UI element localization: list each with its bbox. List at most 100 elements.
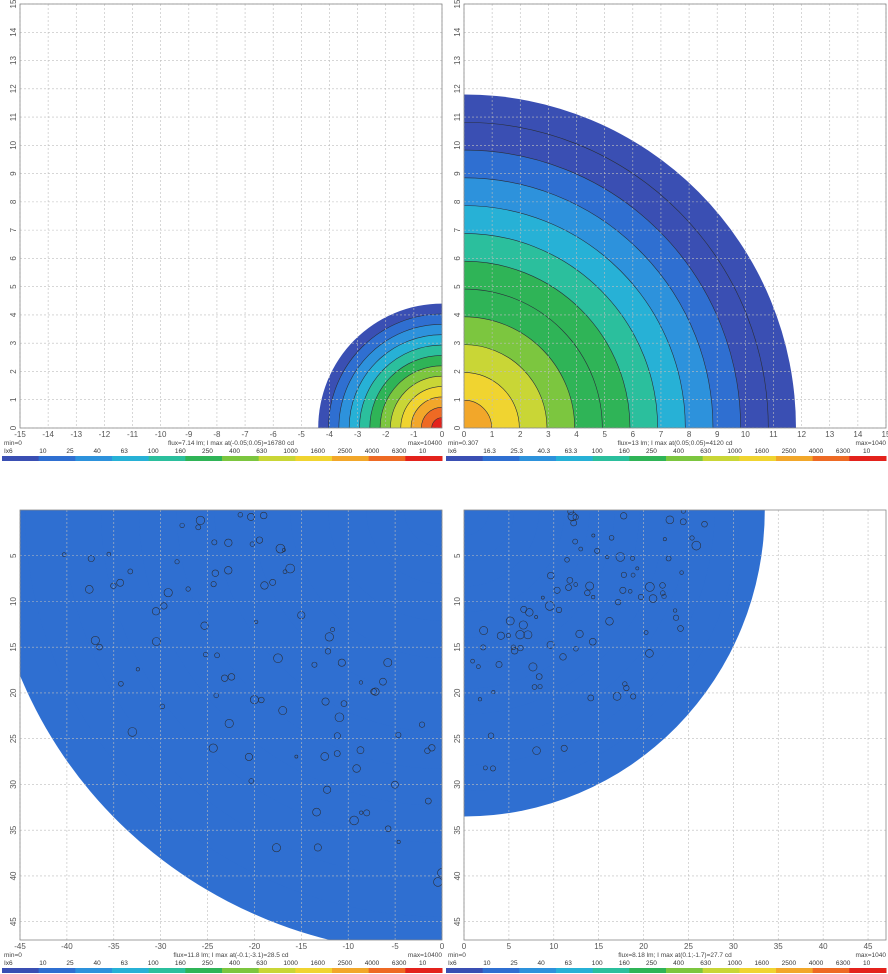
contour-speck [679, 518, 687, 526]
y-tick-label: 9 [453, 171, 462, 176]
contour-speck [396, 839, 401, 844]
legend-swatch [812, 968, 850, 973]
x-tick-label: -12 [99, 430, 111, 439]
contour-speck [537, 684, 543, 690]
x-tick-label: 40 [819, 942, 828, 951]
x-tick-label: 25 [684, 942, 693, 951]
max-value: max=1040 [855, 440, 886, 447]
legend-swatch [148, 968, 186, 973]
legend-label: 2500 [782, 448, 797, 455]
contour-speck [479, 626, 489, 635]
x-tick-label: 10 [741, 430, 750, 439]
legend-swatch [739, 456, 777, 461]
x-tick-label: -5 [392, 942, 400, 951]
contour-speck [160, 602, 168, 610]
contour-speck [224, 538, 233, 547]
y-tick-label: 6 [453, 256, 462, 261]
legend-label: 1600 [311, 448, 326, 455]
contour-speck [645, 649, 654, 658]
legend-label: 10 [863, 960, 871, 967]
y-tick-label: 6 [9, 256, 18, 261]
contour-speck [127, 568, 134, 575]
plot-frame [19, 509, 443, 941]
legend-label: 63.3 [565, 448, 578, 455]
legend-label: 10 [419, 448, 427, 455]
legend-label: 160 [619, 448, 630, 455]
legend-swatch [446, 456, 484, 461]
contour-speck [565, 584, 572, 591]
contour-speck [517, 644, 524, 652]
y-tick-label: 2 [9, 369, 18, 374]
contour-speck [630, 572, 636, 578]
x-tick-label: -25 [202, 942, 214, 951]
contour-speck [260, 511, 268, 520]
legend-swatch [295, 968, 333, 973]
contour-speck [200, 621, 209, 630]
contour-speck [630, 555, 635, 561]
contour-speck [116, 578, 125, 587]
legend-label: 40.3 [538, 448, 551, 455]
y-tick-label: 35 [9, 825, 18, 834]
contour-speck [677, 625, 684, 632]
contour-speck [701, 520, 708, 528]
x-tick-label: 9 [715, 430, 720, 439]
legend-label: 160 [619, 960, 630, 967]
legend-label: 25 [510, 960, 518, 967]
contour-speck [608, 535, 615, 541]
legend-label: 250 [646, 448, 657, 455]
legend-label: 6300 [836, 960, 851, 967]
contour-speck [363, 809, 371, 817]
legend-label: Ix6 [448, 960, 457, 967]
contour-speck [605, 554, 610, 560]
legend-label: 6300 [836, 448, 851, 455]
contour-speck [214, 652, 220, 659]
contour-speck [211, 569, 219, 577]
x-tick-label: 0 [440, 430, 444, 439]
x-tick-label: 5 [602, 430, 607, 439]
legend-swatch [295, 456, 333, 461]
contour-speck [179, 522, 185, 528]
x-tick-label: -15 [296, 942, 308, 951]
legend-label: 4000 [809, 448, 824, 455]
legend-label: 2500 [338, 448, 353, 455]
legend-label: 10 [863, 448, 871, 455]
x-tick-label: 12 [797, 430, 806, 439]
y-tick-label: 7 [453, 227, 462, 232]
y-tick-label: 45 [453, 917, 462, 926]
legend-label: 10 [39, 960, 47, 967]
y-tick-label: 4 [453, 312, 462, 317]
contour-speck [323, 785, 332, 794]
contour-speck [541, 595, 545, 600]
legend-swatch [629, 968, 667, 973]
contour-speck [661, 593, 667, 599]
legend-label: 100 [592, 960, 603, 967]
legend-label: 400 [229, 448, 240, 455]
contour-speck [163, 588, 173, 598]
legend-label: 63 [121, 448, 129, 455]
contour-speck [564, 557, 570, 563]
max-value: max=10400 [408, 440, 443, 447]
contour-speck [591, 595, 596, 600]
legend-swatch [222, 968, 260, 973]
y-tick-label: 10 [9, 596, 18, 605]
contour-speck [487, 732, 495, 739]
legend-swatch [446, 968, 484, 973]
contour-speck [546, 640, 555, 649]
legend-label: 4000 [365, 448, 380, 455]
contour-speck [575, 629, 584, 638]
x-tick-label: 11 [769, 430, 778, 439]
contour-speck [560, 744, 568, 752]
flux-text: flux=13 lm; I max at(0.05;0.05)=4120 cd [618, 440, 733, 447]
legend-swatch [185, 456, 223, 461]
contour-speck [612, 692, 622, 701]
contour-speck [619, 586, 627, 594]
contour-speck [470, 658, 475, 664]
legend-label: 250 [202, 448, 213, 455]
legend-swatch [849, 456, 887, 461]
intensity-band [464, 510, 490, 536]
contour-speck [584, 589, 591, 597]
contour-speck [221, 674, 229, 682]
contour-speck [118, 681, 124, 687]
contour-speck [174, 559, 180, 565]
y-tick-label: 15 [453, 0, 462, 8]
